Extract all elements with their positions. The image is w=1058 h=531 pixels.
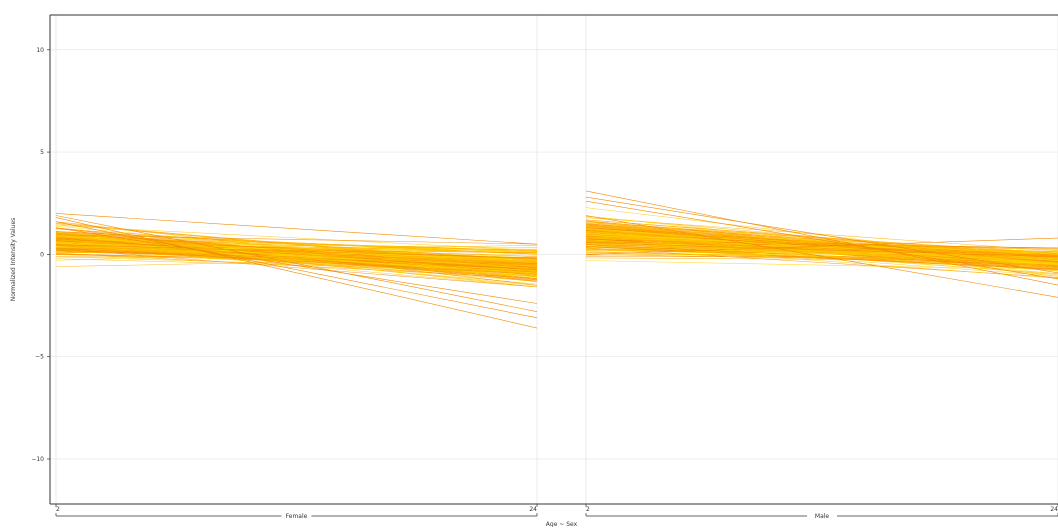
x-tick-label: 2 bbox=[56, 506, 60, 513]
series-line bbox=[55, 245, 538, 281]
series-line bbox=[55, 227, 538, 304]
series-line bbox=[585, 246, 1058, 266]
series-line bbox=[585, 243, 1058, 260]
series-line bbox=[55, 234, 538, 245]
facet-label: Female bbox=[286, 513, 308, 520]
series-line bbox=[55, 225, 538, 251]
series-line bbox=[585, 225, 1058, 254]
series-line bbox=[585, 196, 1058, 274]
series-line bbox=[585, 246, 1058, 270]
series-line bbox=[55, 242, 538, 248]
series-line bbox=[55, 239, 538, 266]
series-line bbox=[55, 258, 538, 272]
y-tick-label: −5 bbox=[35, 354, 44, 361]
y-tick-label: −10 bbox=[31, 456, 44, 463]
series-line bbox=[585, 225, 1058, 263]
series-line bbox=[585, 242, 1058, 257]
series-lines bbox=[55, 190, 1058, 329]
series-line bbox=[585, 240, 1058, 257]
y-tick-label: 10 bbox=[36, 47, 44, 54]
facet-label-bg bbox=[281, 512, 312, 519]
series-line bbox=[55, 238, 538, 271]
series-line bbox=[55, 215, 538, 312]
series-line bbox=[585, 215, 1058, 298]
series-line bbox=[55, 221, 538, 319]
x-axis-title: Age ~ Sex bbox=[546, 521, 578, 527]
series-line bbox=[585, 190, 1058, 286]
y-tick-label: 0 bbox=[40, 251, 44, 258]
series-line bbox=[55, 213, 538, 245]
y-tick-label: 5 bbox=[40, 149, 44, 156]
series-line bbox=[55, 244, 538, 259]
series-line bbox=[585, 200, 1058, 280]
x-tick-label: 24 bbox=[1050, 506, 1058, 513]
series-line bbox=[55, 232, 538, 275]
series-line bbox=[585, 245, 1058, 270]
axes: 10 5 0 −5 −10 Normalized Intensity Values 2 24 F… bbox=[10, 14, 1058, 528]
series-line bbox=[55, 248, 538, 288]
x-tick-label: 24 bbox=[529, 506, 537, 513]
facet-label-bg bbox=[807, 512, 837, 519]
x-tick-label: 2 bbox=[586, 506, 590, 513]
series-line bbox=[55, 236, 538, 288]
series-line bbox=[585, 230, 1058, 264]
series-line bbox=[55, 217, 538, 329]
series-line bbox=[55, 247, 538, 275]
series-line bbox=[55, 247, 538, 253]
series-line bbox=[55, 242, 538, 274]
series-line bbox=[585, 234, 1058, 254]
facet-label: Male bbox=[815, 513, 830, 520]
series-line bbox=[585, 237, 1058, 255]
y-axis-title: Normalized Intensity Values bbox=[10, 218, 17, 302]
series-line bbox=[585, 232, 1058, 274]
